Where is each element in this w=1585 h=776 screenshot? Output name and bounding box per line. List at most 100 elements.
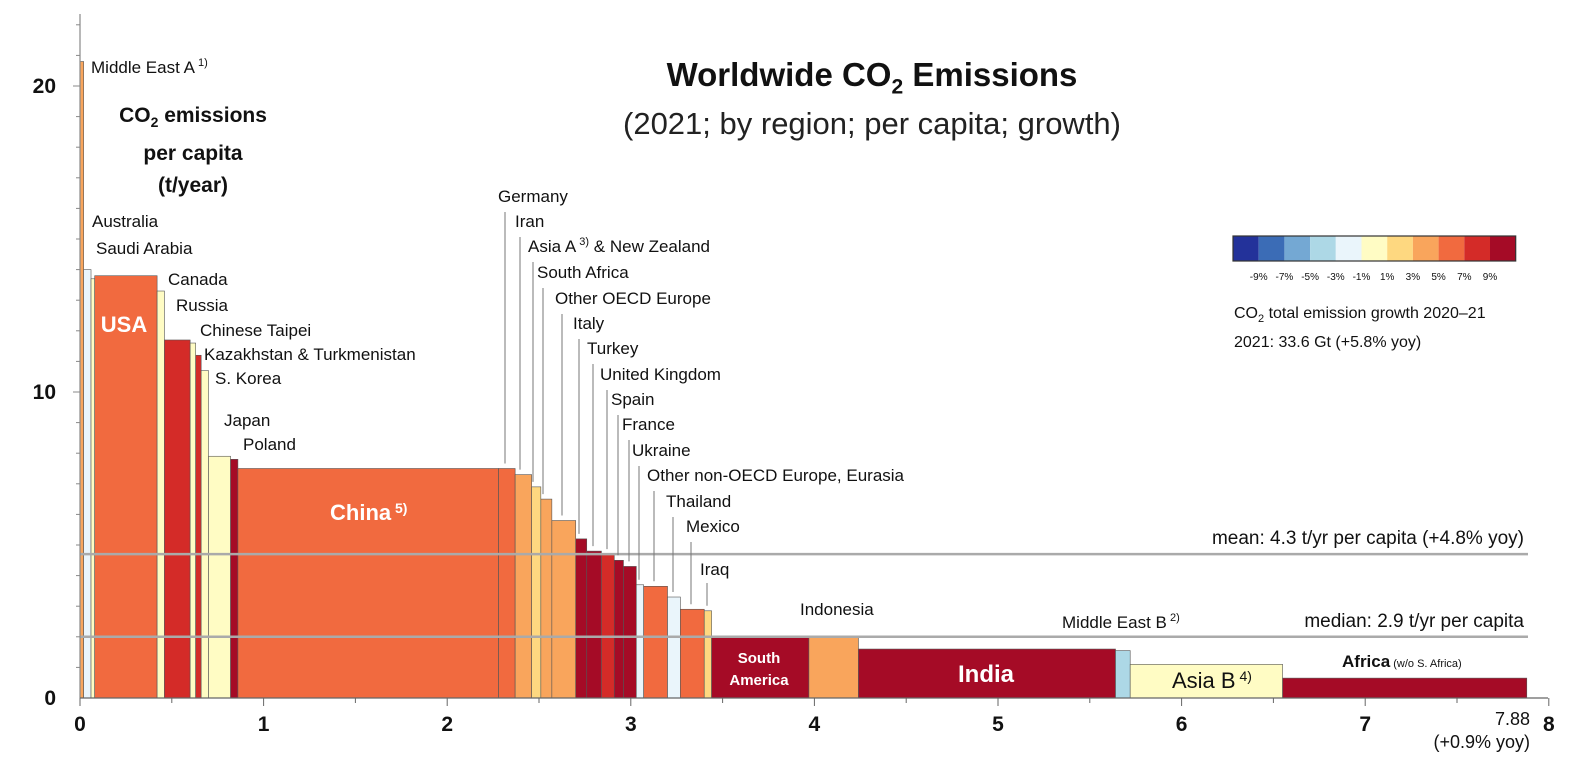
chart-title: Worldwide CO2 Emissions [666,56,1078,99]
region-label: Other non-OECD Europe, Eurasia [647,466,905,485]
bar-africa [1282,677,1528,699]
bar-germany [498,468,516,699]
legend-tick-label: -5% [1301,272,1319,283]
region-label-asia-b: Asia B 4) [1172,668,1252,693]
x-tick-label: 4 [809,713,821,736]
legend-tick-label: -3% [1327,272,1345,283]
legend-swatch [1258,236,1285,261]
bar-ukraine [636,584,644,699]
region-label: Thailand [666,492,731,511]
region-label: Italy [573,314,605,333]
bar-india [858,648,1116,699]
region-label: Spain [611,390,654,409]
bar-poland [230,459,239,699]
region-label-china: China 5) [330,500,407,525]
legend-swatch [1361,236,1388,261]
legend-tick-label: 7% [1457,272,1472,283]
legend-frame [1232,235,1517,262]
legend-swatch [1310,236,1336,261]
bar-kazakhstan-turkmenistan [195,354,202,699]
bar-other-oecd-europe [551,520,577,699]
region-label: Germany [498,187,568,206]
y-axis-label: CO2 emissions per capita (t/year) [119,104,267,198]
x-tick-label: 6 [1176,713,1188,736]
region-label: Poland [243,435,296,454]
region-label: United Kingdom [600,365,721,384]
region-label: Turkey [587,339,639,358]
x-tick-label: 3 [625,713,637,736]
bar-united-kingdom [601,553,615,699]
bar-saudi-arabia [90,278,95,699]
bar-thailand [667,596,681,699]
bar-other-non-oecd-europe-eurasia [643,586,668,699]
legend-swatch [1335,236,1362,261]
legend-swatch [1233,236,1259,261]
region-label: France [622,415,675,434]
y-tick-label: 10 [33,381,56,404]
legend-tick-label: 5% [1431,272,1446,283]
x-tick-label: 0 [74,713,86,736]
x-tick-label: 2 [441,713,453,736]
total-population-label: 7.88 (+0.9% yoy) [1433,709,1530,752]
legend-tick-label: -7% [1276,272,1294,283]
legend-tick-label: -9% [1250,272,1268,283]
x-tick-label: 7 [1359,713,1371,736]
region-label: Australia [92,212,159,231]
bar-usa [94,275,158,699]
x-tick-label: 1 [258,713,270,736]
region-label: Japan [224,411,270,430]
region-label: Other OECD Europe [555,289,711,308]
region-label-usa: USA [101,312,148,337]
x-tick-label: 5 [992,713,1004,736]
region-label-south-america: America [729,672,789,689]
region-label: Middle East B 2) [1062,612,1180,632]
bar-mexico [680,608,705,699]
bar-indonesia [808,636,859,699]
region-label: Middle East A 1) [91,57,208,77]
bar-italy [575,538,588,699]
region-label: Indonesia [800,600,874,619]
region-label-africa: Africa (w/o S. Africa) [1342,652,1462,671]
legend-swatch [1464,236,1490,261]
legend-swatch [1412,236,1439,261]
bar-china [237,468,499,699]
region-label: Kazakhstan & Turkmenistan [204,345,416,364]
region-label: Ukraine [632,441,691,460]
region-label: S. Korea [215,369,282,388]
bar-japan [208,455,231,699]
bar-australia [83,269,92,699]
legend-tick-label: 3% [1406,272,1421,283]
bar-iraq [703,610,712,699]
y-tick-label: 20 [33,75,56,98]
bar-asia-a [531,486,542,699]
region-label-india: India [958,661,1015,688]
bar-france [623,566,637,699]
bar-middle-east-b [1115,650,1131,699]
bar-s-korea [200,370,209,699]
region-label: Canada [168,270,228,289]
y-tick-label: 0 [44,687,56,710]
region-label: Asia A 3) & New Zealand [528,236,710,256]
legend-swatch [1438,236,1465,261]
x-tick-label: 8 [1543,713,1555,736]
bar-iran [514,474,532,699]
bar-asia-b [1129,664,1283,699]
bar-south-africa [540,498,553,699]
region-label: Russia [176,296,229,315]
region-label: Mexico [686,517,740,536]
median-label: median: 2.9 t/yr per capita [1304,611,1524,632]
region-label: Chinese Taipei [200,321,311,340]
legend-tick-label: -1% [1353,272,1371,283]
bar-turkey [586,550,602,699]
mean-label: mean: 4.3 t/yr per capita (+4.8% yoy) [1212,528,1524,549]
legend-swatch [1284,236,1311,261]
bar-spain [613,559,624,699]
bar-chinese-taipei [189,342,196,699]
region-label: Iraq [700,560,729,579]
region-label: Iran [515,212,544,231]
legend-swatch [1387,236,1413,261]
region-label-south-america: South [738,650,781,667]
legend-tick-label: 9% [1483,272,1498,283]
